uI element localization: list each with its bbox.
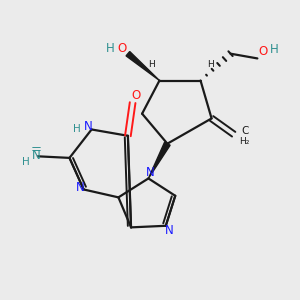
- Text: N: N: [84, 120, 93, 133]
- Text: O: O: [258, 45, 268, 58]
- Polygon shape: [126, 52, 160, 80]
- Text: =: =: [31, 143, 42, 156]
- Text: O: O: [118, 41, 127, 55]
- Text: N: N: [32, 149, 41, 162]
- Text: C: C: [241, 126, 248, 136]
- Text: O: O: [132, 89, 141, 102]
- Text: N: N: [76, 182, 85, 194]
- Text: H₂: H₂: [239, 137, 250, 146]
- Text: H: H: [148, 60, 155, 69]
- Polygon shape: [148, 142, 170, 178]
- Text: H: H: [207, 60, 214, 69]
- Text: N: N: [146, 166, 154, 179]
- Text: N: N: [165, 224, 173, 237]
- Text: H: H: [106, 41, 115, 55]
- Text: H: H: [22, 157, 30, 167]
- Text: H: H: [74, 124, 81, 134]
- Text: H: H: [269, 43, 278, 56]
